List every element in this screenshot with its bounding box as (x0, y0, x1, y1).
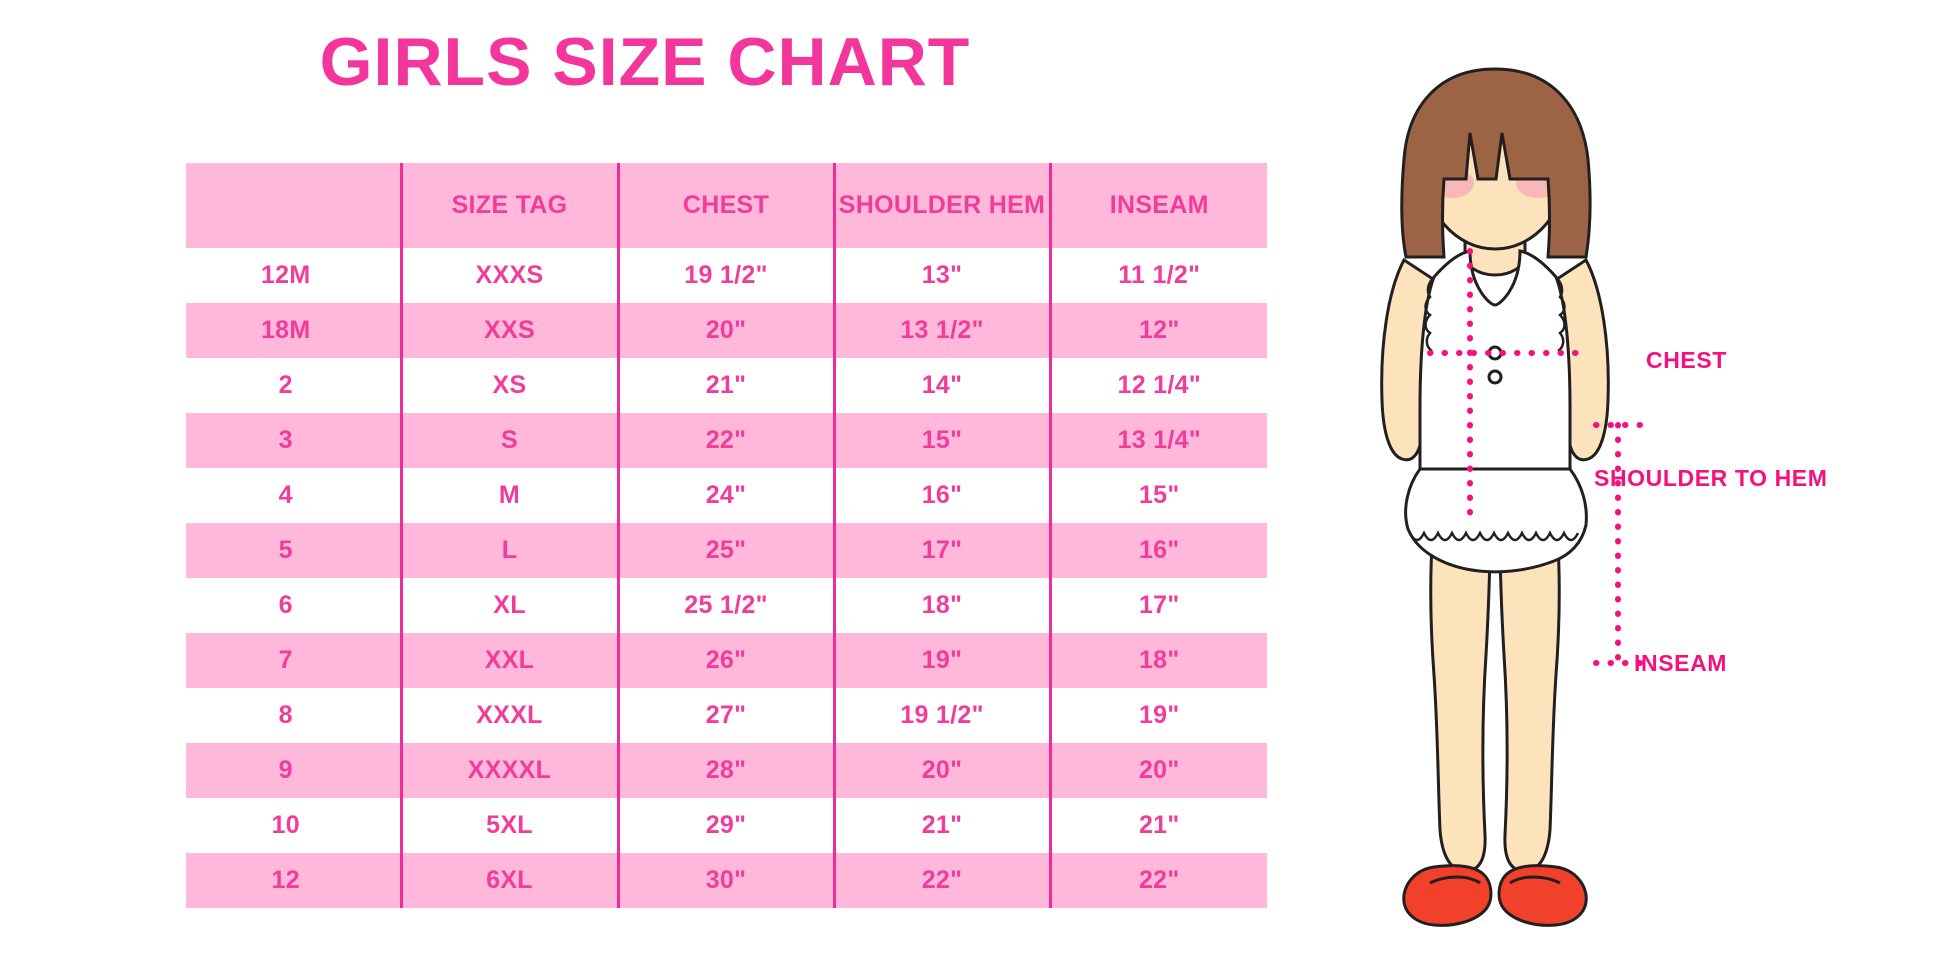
table-header: SIZE TAG CHEST SHOULDER HEM INSEAM (186, 163, 1267, 248)
cell-shoulder-hem: 16" (834, 468, 1052, 523)
cell-chest: 26" (618, 633, 836, 688)
skirt-hem-scallop (1408, 530, 1580, 542)
table-row: 7 XXL 26" 19" 18" (186, 633, 1267, 688)
cell-inseam: 22" (1050, 853, 1267, 908)
cell-size: 12 (186, 853, 403, 908)
cell-chest: 28" (618, 743, 836, 798)
cell-inseam: 12" (1050, 303, 1267, 358)
page-title: GIRLS SIZE CHART (319, 24, 971, 100)
right-shoe (1497, 864, 1588, 927)
cell-shoulder-hem: 17" (834, 523, 1052, 578)
cell-size-tag: XXXS (401, 248, 620, 303)
cell-chest: 19 1/2" (618, 248, 836, 303)
column-header-size (186, 163, 403, 248)
cell-inseam: 17" (1050, 578, 1267, 633)
size-chart-table: SIZE TAG CHEST SHOULDER HEM INSEAM 12M XX… (186, 163, 1267, 908)
cell-inseam: 13 1/4" (1050, 413, 1267, 468)
cell-chest: 24" (618, 468, 836, 523)
cell-chest: 20" (618, 303, 836, 358)
cell-inseam: 18" (1050, 633, 1267, 688)
cell-shoulder-hem: 20" (834, 743, 1052, 798)
table-row: 12 6XL 30" 22" 22" (186, 853, 1267, 908)
cell-size: 5 (186, 523, 403, 578)
cell-shoulder-hem: 18" (834, 578, 1052, 633)
cell-shoulder-hem: 14" (834, 358, 1052, 413)
table-row: 6 XL 25 1/2" 18" 17" (186, 578, 1267, 633)
cell-inseam: 15" (1050, 468, 1267, 523)
cell-size-tag: 5XL (401, 798, 620, 853)
cell-size: 2 (186, 358, 403, 413)
cell-shoulder-hem: 13" (834, 248, 1052, 303)
column-header-inseam: INSEAM (1050, 163, 1267, 248)
girl-illustration (1330, 55, 1660, 935)
cell-inseam: 21" (1050, 798, 1267, 853)
cell-shoulder-hem: 22" (834, 853, 1052, 908)
cell-size: 3 (186, 413, 403, 468)
cell-size: 4 (186, 468, 403, 523)
hair (1400, 67, 1592, 259)
cell-size-tag: M (401, 468, 620, 523)
table-row: 9 XXXXL 28" 20" 20" (186, 743, 1267, 798)
cell-shoulder-hem: 21" (834, 798, 1052, 853)
cell-inseam: 12 1/4" (1050, 358, 1267, 413)
table-row: 10 5XL 29" 21" 21" (186, 798, 1267, 853)
callout-label-chest: CHEST (1646, 347, 1727, 373)
cell-shoulder-hem: 15" (834, 413, 1052, 468)
column-header-size-tag: SIZE TAG (401, 163, 620, 248)
cell-inseam: 11 1/2" (1050, 248, 1267, 303)
right-shoe-strap (1509, 875, 1561, 885)
cell-size: 12M (186, 248, 403, 303)
column-header-shoulder-hem: SHOULDER HEM (834, 163, 1052, 248)
cell-chest: 29" (618, 798, 836, 853)
table-row: 3 S 22" 15" 13 1/4" (186, 413, 1267, 468)
cell-size: 18M (186, 303, 403, 358)
callout-label-inseam: INSEAM (1634, 650, 1728, 676)
callout-label-shoulder-to-hem: SHOULDER TO HEM (1594, 465, 1828, 491)
table-header-row: SIZE TAG CHEST SHOULDER HEM INSEAM (186, 163, 1267, 248)
cell-size-tag: 6XL (401, 853, 620, 908)
table-row: 18M XXS 20" 13 1/2" 12" (186, 303, 1267, 358)
cell-size: 8 (186, 688, 403, 743)
cell-size-tag: XS (401, 358, 620, 413)
cell-size-tag: XXL (401, 633, 620, 688)
cell-shoulder-hem: 19" (834, 633, 1052, 688)
table-row: 5 L 25" 17" 16" (186, 523, 1267, 578)
cell-chest: 22" (618, 413, 836, 468)
cell-inseam: 16" (1050, 523, 1267, 578)
cell-size: 10 (186, 798, 403, 853)
cell-chest: 30" (618, 853, 836, 908)
button-lower (1487, 369, 1503, 385)
right-shoulder-ruffle (1555, 276, 1566, 353)
cell-shoulder-hem: 19 1/2" (834, 688, 1052, 743)
cell-size-tag: XXXXL (401, 743, 620, 798)
cell-size-tag: XXXL (401, 688, 620, 743)
table-row: 2 XS 21" 14" 12 1/4" (186, 358, 1267, 413)
column-header-chest: CHEST (618, 163, 836, 248)
cell-inseam: 19" (1050, 688, 1267, 743)
table-row: 4 M 24" 16" 15" (186, 468, 1267, 523)
cell-shoulder-hem: 13 1/2" (834, 303, 1052, 358)
table-row: 8 XXXL 27" 19 1/2" 19" (186, 688, 1267, 743)
table-body: 12M XXXS 19 1/2" 13" 11 1/2" 18M XXS 20" 13 1/2"… (186, 248, 1267, 908)
left-shoe-strap (1429, 875, 1481, 885)
table-row: 12M XXXS 19 1/2" 13" 11 1/2" (186, 248, 1267, 303)
cell-size-tag: XXS (401, 303, 620, 358)
cell-size: 9 (186, 743, 403, 798)
cell-size: 6 (186, 578, 403, 633)
left-shoulder-ruffle (1424, 276, 1435, 353)
cell-chest: 21" (618, 358, 836, 413)
cell-size-tag: L (401, 523, 620, 578)
cell-size-tag: XL (401, 578, 620, 633)
cell-chest: 25 1/2" (618, 578, 836, 633)
cell-chest: 25" (618, 523, 836, 578)
cell-size: 7 (186, 633, 403, 688)
cell-size-tag: S (401, 413, 620, 468)
cell-inseam: 20" (1050, 743, 1267, 798)
left-shoe (1402, 864, 1493, 927)
cell-chest: 27" (618, 688, 836, 743)
skirt (1404, 467, 1588, 574)
